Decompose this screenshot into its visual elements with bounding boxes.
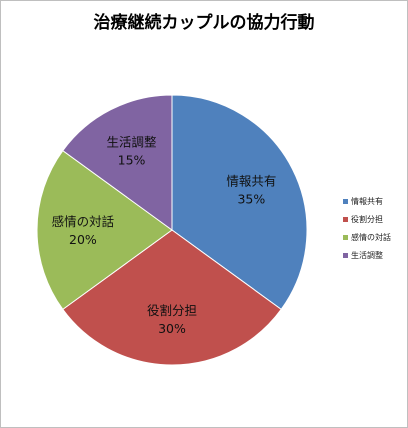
pie-slice	[62, 229, 282, 366]
legend-label: 情報共有	[351, 196, 383, 206]
slice-percent-label: 35%	[237, 192, 265, 207]
legend-label: 生活調整	[351, 250, 383, 260]
slice-percent-label: 15%	[118, 153, 146, 168]
legend-swatch	[343, 253, 348, 258]
legend-label: 役割分担	[351, 214, 383, 224]
slice-labels: 情報共有 35% 役割分担 30% 感情の対話 20% 生活調整 15%	[52, 135, 277, 336]
pie-slices	[36, 94, 308, 366]
pie-slice	[36, 149, 173, 311]
slice-category-label: 役割分担	[147, 303, 197, 318]
slice-percent-label: 20%	[69, 232, 97, 247]
legend-label: 感情の対話	[351, 232, 391, 242]
slice-percent-label: 30%	[158, 321, 186, 336]
slice-category-label: 生活調整	[107, 135, 158, 150]
slice-category-label: 情報共有	[226, 174, 276, 189]
legend-swatch	[343, 199, 348, 204]
slice-category-label: 感情の対話	[52, 214, 115, 229]
pie-slice	[62, 94, 173, 231]
pie-slice	[171, 94, 308, 311]
legend-swatch	[343, 235, 348, 240]
chart-title: 治療継続カップルの協力行動	[93, 13, 315, 33]
legend-swatch	[343, 217, 348, 222]
